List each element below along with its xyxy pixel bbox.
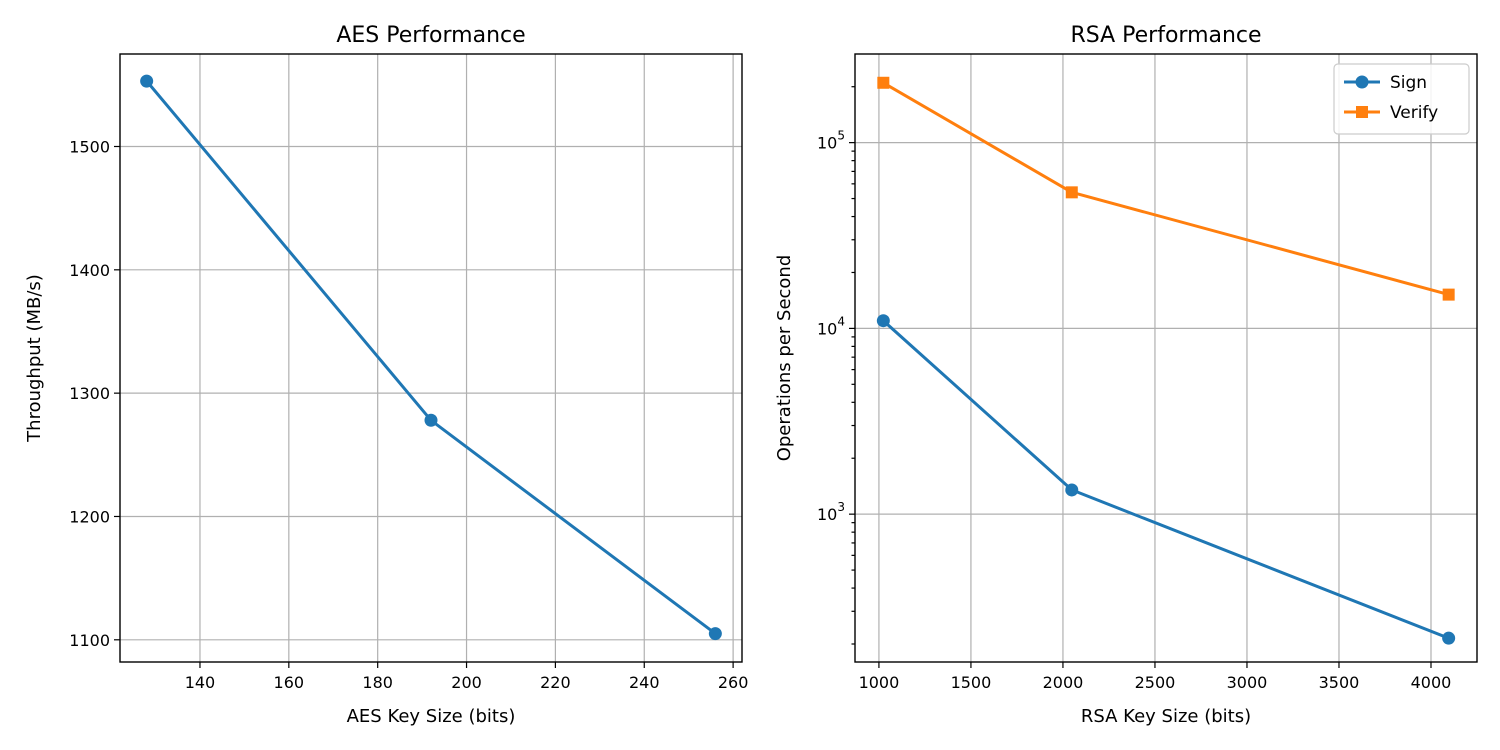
x-tick-label: 1500 (951, 673, 992, 692)
y-axis-label: Throughput (MB/s) (24, 274, 45, 443)
y-tick-label: 103 (817, 500, 845, 524)
sign-point (876, 314, 890, 328)
y-tick-label: 1300 (69, 384, 110, 403)
x-tick-label: 3500 (1319, 673, 1360, 692)
x-tick-label: 1000 (859, 673, 900, 692)
plot-frame (854, 53, 1478, 663)
y-tick-base: 10 (817, 319, 837, 338)
legend: Sign Verify (1333, 63, 1470, 135)
x-tick-label: 240 (629, 673, 660, 692)
y-tick-label: 1200 (69, 507, 110, 526)
y-tick-label: 104 (817, 314, 845, 338)
y-tick-label: 1400 (69, 261, 110, 280)
x-tick-label: 2500 (1135, 673, 1176, 692)
x-tick-label: 200 (451, 673, 482, 692)
verify-point (1442, 288, 1455, 301)
chart-title: AES Performance (336, 23, 525, 48)
y-tick-label: 1100 (69, 631, 110, 650)
aes-chart: 140 160 180 200 220 240 260 1100 1200 1300 1400 150… (24, 23, 748, 727)
y-tick-label: 1500 (69, 137, 110, 156)
y-tick-base: 10 (817, 505, 837, 524)
x-tick-label: 180 (362, 673, 393, 692)
series-point (140, 74, 154, 88)
y-tick-exponent: 5 (837, 129, 845, 143)
y-tick-exponent: 4 (837, 314, 845, 328)
x-tick-label: 220 (540, 673, 571, 692)
verify-point (1065, 186, 1078, 199)
y-tick-label: 105 (817, 129, 845, 153)
x-tick-label: 2000 (1043, 673, 1084, 692)
legend-sign-marker (1355, 75, 1369, 89)
chart-title: RSA Performance (1070, 23, 1261, 48)
x-tick-label: 3000 (1227, 673, 1268, 692)
x-tick-label: 140 (185, 673, 216, 692)
grid (855, 54, 1477, 662)
x-tick-label: 4000 (1411, 673, 1452, 692)
series-line (145, 80, 717, 635)
rsa-chart: 1000 1500 2000 2500 3000 3500 4000103104105RSA… (774, 23, 1478, 727)
plot-frame (119, 53, 743, 663)
x-axis-label: AES Key Size (bits) (347, 706, 516, 727)
x-tick-label: 260 (718, 673, 749, 692)
y-tick-base: 10 (817, 134, 837, 153)
sign-point (1065, 483, 1079, 497)
verify-point (877, 76, 890, 89)
sign-line (882, 319, 1450, 640)
x-axis-label: RSA Key Size (bits) (1081, 706, 1251, 727)
series-point (708, 627, 722, 641)
x-tick-label: 160 (274, 673, 305, 692)
legend-sign-label: Sign (1390, 73, 1427, 93)
legend-verify-label: Verify (1390, 103, 1438, 123)
series-point (424, 413, 438, 427)
grid (120, 54, 742, 662)
sign-point (1442, 631, 1456, 645)
legend-verify-marker (1356, 106, 1368, 118)
y-axis-label: Operations per Second (774, 255, 795, 462)
y-tick-exponent: 3 (837, 500, 845, 514)
